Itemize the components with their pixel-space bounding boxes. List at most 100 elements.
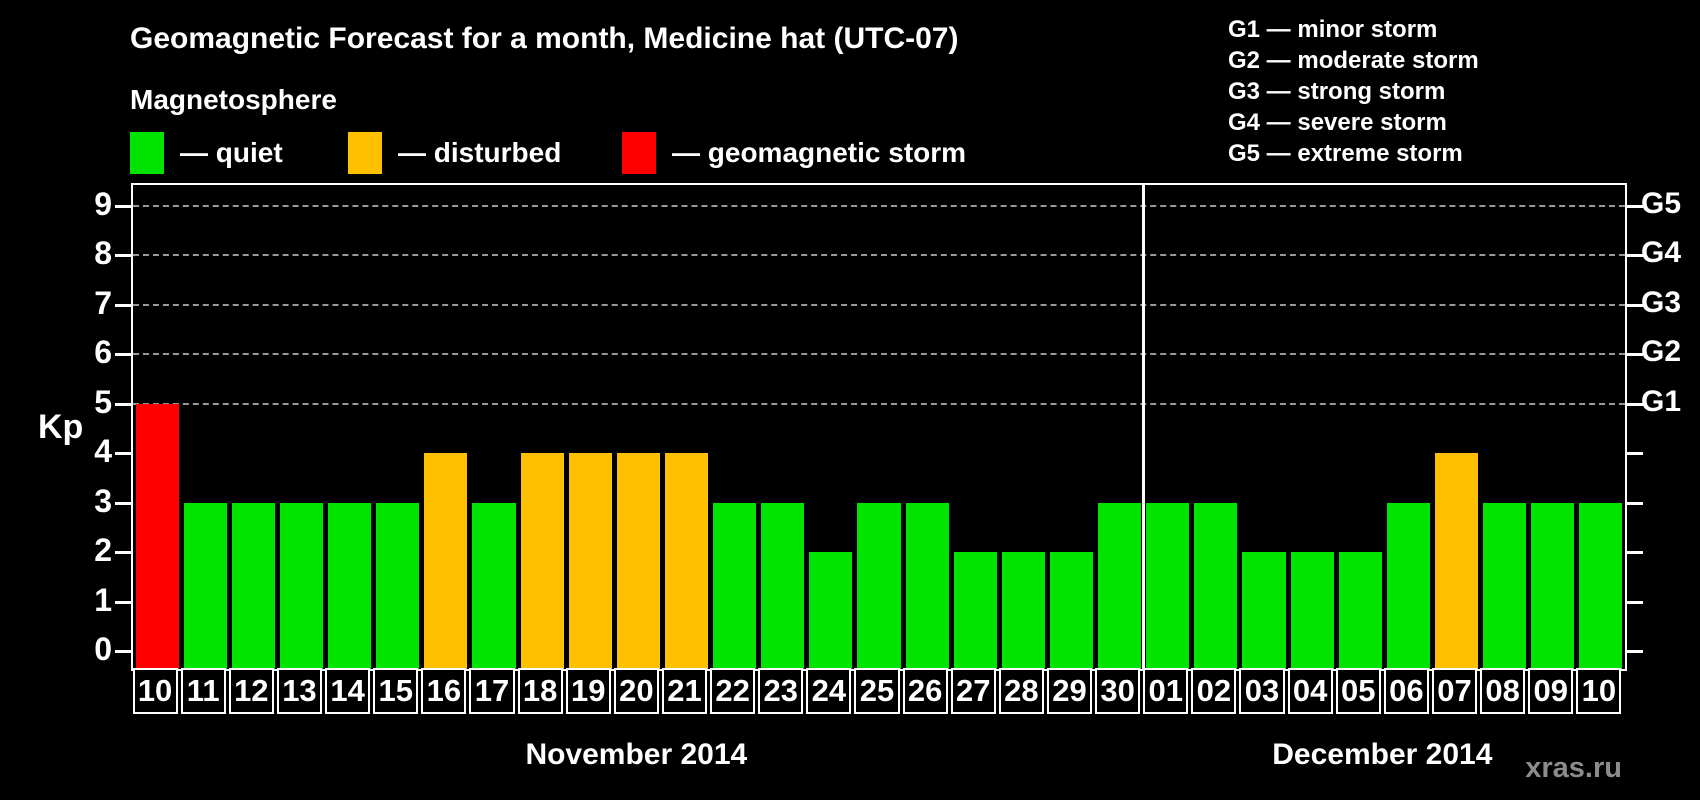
gridline-kp-8 [133,254,1625,256]
month-label-december: December 2014 [1272,738,1493,771]
day-cell-08: 08 [1480,668,1526,714]
kp-bar-day-07 [1434,453,1479,669]
day-cell-12: 12 [228,668,274,714]
kp-bar-day-10 [135,403,179,669]
left-axis-tick-9 [115,204,131,208]
legend-item-label: — geomagnetic storm [672,137,967,168]
day-cell-25: 25 [854,668,900,714]
y-tick-label-3: 3 [94,482,112,519]
day-cell-16: 16 [421,668,467,714]
left-axis-tick-0 [115,650,131,653]
quiet-color-swatch [130,132,164,174]
day-cell-11: 11 [180,668,226,714]
g5-legend-line: G5 — extreme storm [1228,140,1463,167]
kp-bar-day-13 [279,502,323,669]
kp-bar-day-11 [183,502,227,669]
kp-bar-day-19 [568,453,612,669]
right-axis-tick-1 [1627,600,1643,604]
day-cell-15: 15 [373,668,419,714]
kp-bar-day-06 [1386,502,1430,669]
kp-bar-day-22 [713,502,757,669]
left-axis-tick-7 [115,303,131,307]
g-label-G2: G2 [1641,335,1682,368]
gridline-kp-5 [133,402,1625,405]
day-cell-28: 28 [998,668,1044,714]
kp-bar-day-17 [472,502,516,669]
day-cell-20: 20 [613,668,659,714]
disturbed-color-swatch [348,132,382,174]
day-cell-02: 02 [1191,668,1237,714]
y-tick-label-6: 6 [94,334,112,370]
kp-bar-day-30 [1098,502,1142,669]
month-label-november: November 2014 [525,738,748,771]
right-axis-tick-6 [1627,353,1643,356]
day-cell-05: 05 [1335,668,1381,714]
left-axis-tick-2 [115,551,131,554]
g-label-G4: G4 [1641,236,1682,269]
day-cell-21: 21 [661,668,708,714]
left-axis-tick-5 [115,402,131,406]
legend-item-label: — disturbed [398,137,562,168]
y-tick-label-8: 8 [94,235,112,271]
kp-bar-day-24 [809,552,853,669]
gridline-kp-9 [133,204,1625,207]
day-cell-09: 09 [1528,668,1574,714]
y-tick-label-0: 0 [94,631,112,667]
left-axis-tick-1 [115,600,131,604]
right-axis-tick-9 [1627,204,1643,208]
day-cell-17: 17 [469,668,515,714]
day-cell-01: 01 [1143,668,1189,714]
legend-item-label: — quiet [180,137,283,168]
left-axis-tick-6 [115,353,131,356]
gridline-kp-6 [133,353,1625,355]
g-label-G5: G5 [1641,186,1682,220]
day-cell-04: 04 [1287,668,1333,714]
storm-color-swatch [622,132,656,174]
right-axis-tick-8 [1627,254,1643,257]
kp-bar-day-04 [1290,552,1334,669]
g-scale-legend: G1 — minor storm G2 — moderate storm G3 … [1228,14,1479,169]
day-cell-18: 18 [517,668,563,714]
kp-bar-day-03 [1242,552,1286,669]
month-separator-line [1142,185,1146,669]
day-cell-13: 13 [276,668,322,714]
left-axis-tick-8 [115,254,131,257]
right-axis-tick-3 [1627,501,1643,505]
g1-legend-line: G1 — minor storm [1228,16,1438,43]
left-axis-tick-4 [115,452,131,455]
day-cell-06: 06 [1383,668,1429,714]
g-label-G1: G1 [1641,384,1682,418]
right-axis-tick-0 [1627,650,1643,653]
kp-bar-day-20 [616,453,660,669]
y-tick-label-4: 4 [94,433,112,469]
y-tick-label-1: 1 [94,581,112,618]
kp-bar-day-14 [328,502,372,669]
day-cell-22: 22 [710,668,756,714]
kp-bar-day-21 [664,453,709,669]
watermark-xras-ru: xras.ru [1525,752,1622,784]
kp-bar-day-09 [1531,502,1575,669]
kp-bar-day-01 [1146,502,1190,669]
y-tick-label-9: 9 [94,185,112,222]
legend-item-storm: — geomagnetic storm [622,131,966,175]
legend-item-quiet: — quiet [130,131,283,175]
day-cell-19: 19 [565,668,611,714]
kp-bar-day-10 [1579,502,1623,669]
day-cell-27: 27 [950,668,996,714]
right-axis-tick-4 [1627,452,1643,455]
chart-title: Geomagnetic Forecast for a month, Medici… [130,22,959,55]
g-label-G3: G3 [1641,285,1682,319]
right-axis-tick-2 [1627,551,1643,554]
magnetosphere-legend-heading: Magnetosphere [130,84,337,115]
day-cell-23: 23 [758,668,804,714]
gridline-kp-7 [133,303,1625,306]
day-cell-10: 10 [1576,668,1622,714]
g4-legend-line: G4 — severe storm [1228,109,1447,136]
legend-item-disturbed: — disturbed [348,131,561,175]
kp-bar-day-08 [1483,502,1527,669]
day-cell-07: 07 [1431,668,1478,714]
g2-legend-line: G2 — moderate storm [1228,47,1479,74]
kp-bar-day-12 [231,502,275,669]
day-cell-24: 24 [806,668,852,714]
